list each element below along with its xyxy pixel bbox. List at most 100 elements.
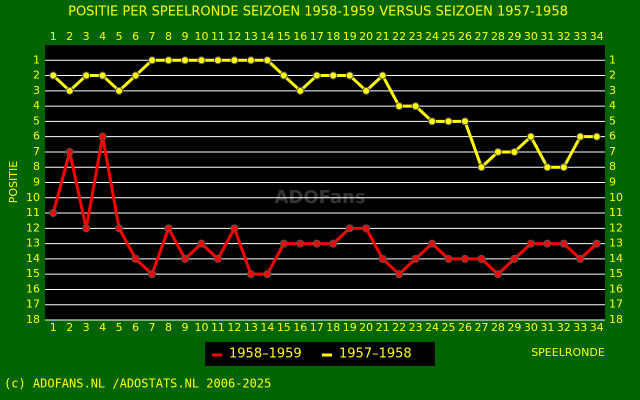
point xyxy=(444,254,453,263)
y-tick-label-right: 15 xyxy=(609,267,623,280)
x-tick-label: 22 xyxy=(392,30,406,43)
y-tick-label-right: 14 xyxy=(609,252,623,265)
x-tick-label: 29 xyxy=(507,30,521,43)
point xyxy=(148,270,157,279)
y-tick-label-right: 3 xyxy=(609,84,616,97)
point xyxy=(526,132,535,141)
point xyxy=(345,71,354,80)
y-tick-label-right: 17 xyxy=(609,298,623,311)
x-tick-label: 13 xyxy=(244,30,258,43)
point xyxy=(98,132,107,141)
x-tick-label: 9 xyxy=(182,30,189,43)
legend-label: 1957–1958 xyxy=(339,347,412,362)
footer: (c) ADOFANS.NL /ADOSTATS.NL 2006-2025 xyxy=(4,377,271,391)
x-tick-label: 32 xyxy=(557,30,571,43)
point xyxy=(296,86,305,95)
x-tick-label-bottom: 17 xyxy=(310,321,324,334)
point xyxy=(461,254,469,263)
point xyxy=(246,56,255,65)
y-tick-label: 7 xyxy=(33,145,40,158)
x-tick-label: 23 xyxy=(409,30,423,43)
point xyxy=(592,132,601,141)
y-tick-label-right: 5 xyxy=(609,114,616,127)
x-tick-label: 18 xyxy=(326,30,340,43)
x-tick-label-bottom: 10 xyxy=(194,321,208,334)
legend-label: 1958–1959 xyxy=(229,347,302,362)
point xyxy=(477,163,486,172)
y-axis-label: POSITIE xyxy=(7,161,20,203)
point xyxy=(49,209,58,218)
point xyxy=(164,56,173,65)
series-line xyxy=(51,135,598,276)
point xyxy=(362,224,371,233)
x-tick-label-bottom: 34 xyxy=(590,321,604,334)
y-tick-label-right: 12 xyxy=(609,221,623,234)
point xyxy=(197,56,206,65)
point xyxy=(411,254,420,263)
x-tick-label: 14 xyxy=(260,30,274,43)
point xyxy=(395,102,404,111)
point xyxy=(213,254,222,263)
x-tick-label: 3 xyxy=(83,30,90,43)
x-tick-label-bottom: 25 xyxy=(442,321,456,334)
point xyxy=(312,239,321,248)
y-tick-label: 4 xyxy=(33,99,40,112)
x-tick-label-bottom: 6 xyxy=(132,321,139,334)
y-tick-label: 11 xyxy=(26,206,40,219)
point xyxy=(181,254,189,263)
x-tick-label: 25 xyxy=(442,30,456,43)
point xyxy=(312,71,321,80)
x-tick-label-bottom: 15 xyxy=(277,321,291,334)
y-tick-label: 6 xyxy=(33,130,40,143)
x-tick-label: 33 xyxy=(573,30,587,43)
point xyxy=(378,254,387,263)
y-tick-label-right: 13 xyxy=(609,237,623,250)
x-tick-label-bottom: 30 xyxy=(524,321,538,334)
point xyxy=(164,224,173,233)
y-tick-label: 16 xyxy=(26,282,40,295)
x-tick-label-bottom: 7 xyxy=(149,321,156,334)
point xyxy=(82,71,91,80)
point xyxy=(329,71,338,80)
x-tick-label-bottom: 16 xyxy=(293,321,307,334)
point xyxy=(510,254,519,263)
y-tick-label: 9 xyxy=(33,176,40,189)
x-tick-label-bottom: 31 xyxy=(540,321,554,334)
point xyxy=(411,102,420,111)
y-tick-label-right: 16 xyxy=(609,282,623,295)
x-tick-label: 2 xyxy=(66,30,73,43)
point xyxy=(230,56,239,65)
x-tick-label: 24 xyxy=(425,30,439,43)
x-tick-label: 4 xyxy=(99,30,106,43)
point xyxy=(230,224,239,233)
x-tick-label: 15 xyxy=(277,30,291,43)
point xyxy=(526,239,535,248)
x-tick-label-bottom: 21 xyxy=(376,321,390,334)
point xyxy=(461,117,469,126)
x-tick-label: 28 xyxy=(491,30,505,43)
point xyxy=(543,163,552,172)
y-tick-label-right: 4 xyxy=(609,99,616,112)
x-tick-label: 27 xyxy=(474,30,488,43)
point xyxy=(279,239,288,248)
y-tick-label: 2 xyxy=(33,69,40,82)
series-line xyxy=(52,58,597,169)
y-tick-label-right: 7 xyxy=(609,145,616,158)
y-tick-label: 13 xyxy=(26,237,40,250)
point xyxy=(493,270,502,279)
point xyxy=(444,117,453,126)
y-tick-label-right: 6 xyxy=(609,130,616,143)
point xyxy=(131,254,140,263)
y-tick-label: 10 xyxy=(26,191,40,204)
chart-title: POSITIE PER SPEELRONDE SEIZOEN 1958-1959… xyxy=(68,5,568,20)
x-tick-label: 11 xyxy=(211,30,225,43)
point xyxy=(131,71,140,80)
x-tick-label-bottom: 19 xyxy=(343,321,357,334)
point xyxy=(493,147,502,156)
x-tick-label: 7 xyxy=(149,30,156,43)
point xyxy=(65,147,74,156)
y-tick-label-right: 10 xyxy=(609,191,623,204)
x-tick-label-bottom: 11 xyxy=(211,321,225,334)
point xyxy=(329,239,338,248)
